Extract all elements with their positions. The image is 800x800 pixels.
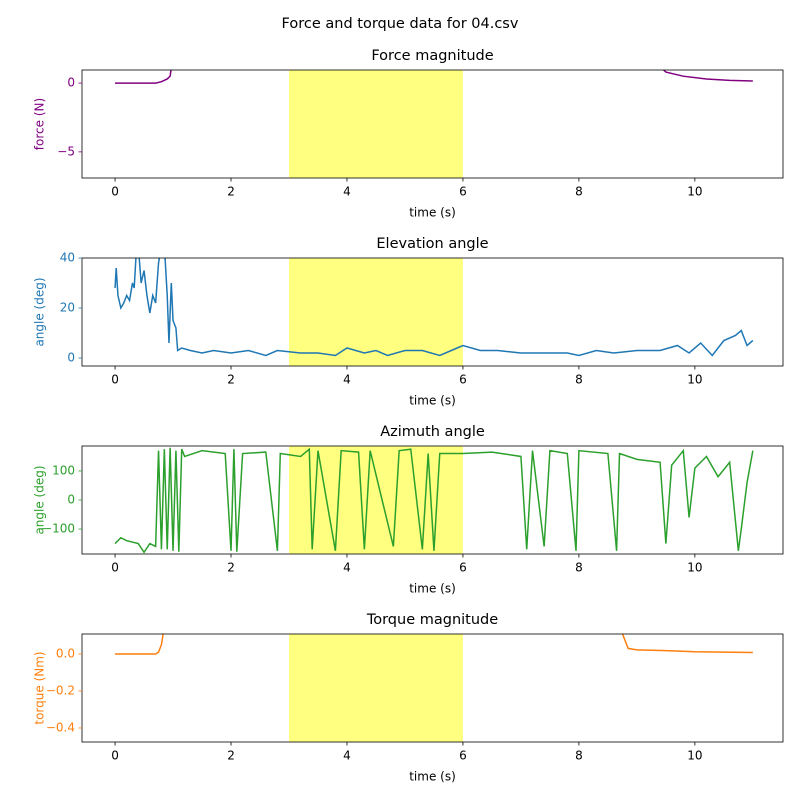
x-tick-label: 6 (459, 373, 467, 387)
x-tick-label: 10 (687, 185, 702, 199)
x-tick-label: 8 (575, 185, 583, 199)
subplot-title: Force magnitude (371, 48, 493, 64)
plot-area (115, 70, 753, 178)
x-tick-label: 2 (227, 561, 235, 575)
x-axis-label: time (s) (409, 582, 456, 596)
x-tick-label: 4 (343, 373, 351, 387)
x-axis-label: time (s) (409, 394, 456, 408)
data-line (114, 258, 754, 357)
y-tick-label: 40 (60, 251, 75, 265)
x-tick-label: 6 (459, 561, 467, 575)
x-tick-label: 0 (111, 749, 119, 763)
x-tick-label: 10 (687, 749, 702, 763)
x-axis-label: time (s) (409, 206, 456, 220)
x-tick-label: 4 (343, 749, 351, 763)
x-tick-label: 8 (575, 749, 583, 763)
highlight-span (288, 258, 463, 366)
x-tick-label: 0 (111, 561, 119, 575)
x-tick-label: 8 (575, 561, 583, 575)
y-axis-label: torque (Nm) (33, 651, 47, 724)
figure-title: Force and torque data for 04.csv (282, 16, 519, 32)
plot-area (114, 446, 754, 554)
x-tick-label: 4 (343, 561, 351, 575)
x-tick-label: 0 (111, 185, 119, 199)
subplot-title: Azimuth angle (380, 424, 485, 440)
y-tick-label: 0 (67, 493, 75, 507)
data-line (115, 634, 753, 655)
x-tick-label: 10 (687, 561, 702, 575)
y-tick-label: 0 (67, 76, 75, 90)
x-tick-label: 2 (227, 749, 235, 763)
y-axis-label: force (N) (33, 98, 47, 150)
highlight-span (288, 634, 463, 742)
subplot-title: Elevation angle (376, 236, 488, 252)
y-tick-label: 20 (60, 301, 75, 315)
y-tick-label: −5 (57, 144, 75, 158)
y-tick-label: −0.4 (46, 720, 75, 734)
y-tick-label: 0.0 (56, 646, 75, 660)
y-tick-label: −100 (42, 522, 75, 536)
highlight-span (288, 446, 463, 554)
y-tick-label: 100 (52, 463, 75, 477)
highlight-span (288, 70, 463, 178)
y-tick-label: 0 (67, 351, 75, 365)
x-tick-label: 6 (459, 185, 467, 199)
axes-frame (81, 257, 784, 367)
x-tick-label: 0 (111, 373, 119, 387)
axes-frame (81, 633, 784, 743)
y-axis-label: angle (deg) (33, 277, 47, 346)
x-tick-label: 2 (227, 373, 235, 387)
x-axis-label: time (s) (409, 770, 456, 784)
y-axis-label: angle (deg) (33, 465, 47, 534)
x-tick-label: 6 (459, 749, 467, 763)
plot-area (114, 258, 754, 366)
x-tick-label: 10 (687, 373, 702, 387)
data-line (115, 70, 753, 84)
y-tick-label: −0.2 (46, 683, 75, 697)
x-tick-label: 4 (343, 185, 351, 199)
x-tick-label: 8 (575, 373, 583, 387)
subplot-title: Torque magnitude (366, 612, 498, 628)
plot-area (115, 634, 753, 742)
axes-frame (81, 69, 784, 179)
x-tick-label: 2 (227, 185, 235, 199)
data-line (114, 447, 754, 554)
